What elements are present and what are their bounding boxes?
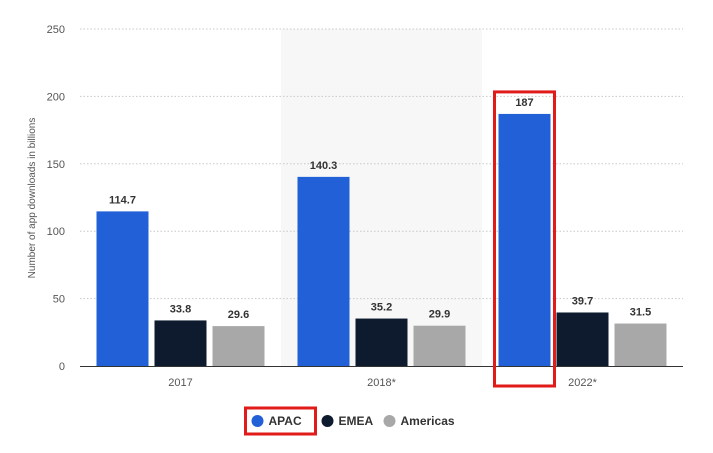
value-label: 187: [515, 97, 533, 109]
highlight-box-legend: [244, 406, 317, 436]
legend-marker-americas: [383, 415, 396, 427]
y-tick-labels: 0 50 100 150 200 250: [47, 24, 65, 373]
y-tick-label: 0: [59, 361, 65, 373]
highlight-box-bar: [493, 90, 556, 388]
y-tick-label: 150: [47, 159, 65, 171]
y-axis-title: Number of app downloads in billions: [27, 118, 38, 279]
bar-apac-2017: [96, 211, 149, 366]
legend-label-apac: APAC: [269, 414, 302, 428]
bar-americas-2018: [413, 325, 466, 366]
legend: APAC EMEA Americas: [251, 414, 455, 428]
value-label: 35.2: [371, 302, 392, 314]
y-tick-label: 200: [47, 91, 65, 103]
legend-label-emea: EMEA: [339, 414, 374, 428]
bar-americas-2017: [212, 326, 265, 366]
grid-lines: [80, 28, 683, 300]
value-label: 33.8: [170, 303, 191, 315]
value-label: 114.7: [109, 194, 136, 206]
x-tick-labels: 2017 2018* 2022*: [168, 377, 597, 389]
bars: [96, 113, 667, 366]
y-tick-label: 250: [47, 24, 65, 36]
y-tick-label: 50: [53, 294, 65, 306]
value-label: 31.5: [630, 307, 651, 319]
legend-label-americas: Americas: [401, 414, 455, 428]
x-tick-label: 2022*: [568, 377, 597, 389]
bar-americas-2022: [614, 323, 667, 366]
x-tick-label: 2017: [168, 377, 192, 389]
bar-emea-2022: [556, 312, 609, 366]
value-label: 39.7: [572, 295, 593, 307]
bar-emea-2018: [355, 318, 408, 366]
x-tick-label: 2018*: [367, 377, 396, 389]
legend-marker-apac: [251, 415, 264, 427]
value-label: 140.3: [310, 160, 338, 172]
value-label: 29.6: [228, 309, 249, 321]
y-tick-label: 100: [47, 226, 65, 238]
bar-apac-2018: [297, 176, 350, 366]
bar-emea-2017: [154, 320, 207, 366]
bar-apac-2022: [498, 113, 551, 366]
value-label: 29.9: [429, 309, 450, 321]
legend-marker-emea: [321, 415, 334, 427]
highlight-annotations: [244, 90, 556, 436]
value-labels: 114.7 33.8 29.6 140.3 35.2 29.9 187 39.7 31.5: [109, 97, 651, 321]
